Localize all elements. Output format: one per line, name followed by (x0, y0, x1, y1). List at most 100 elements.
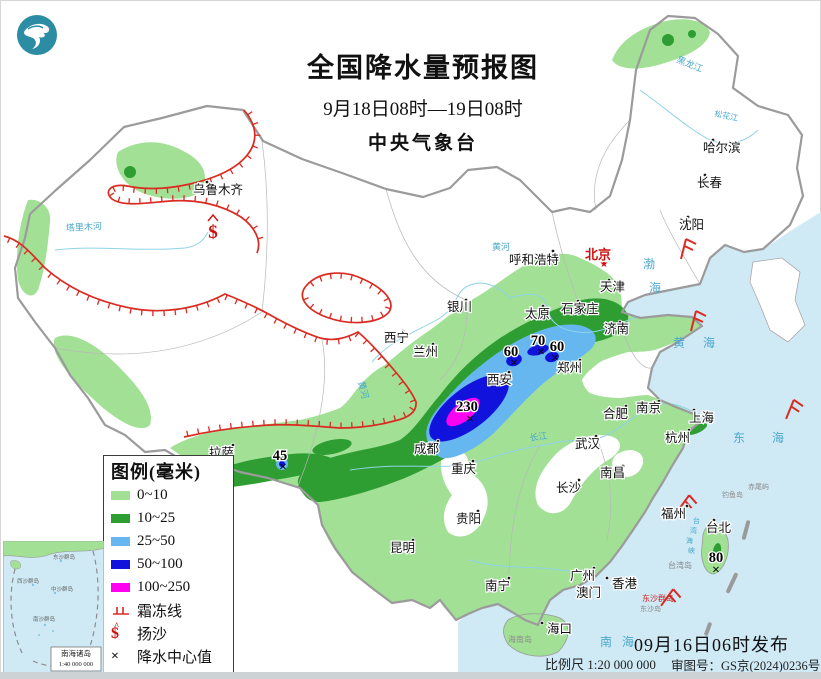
frost-line-tick (362, 339, 368, 345)
city-label: 海口 (547, 621, 572, 636)
legend-item: 0~10 (111, 484, 227, 507)
frost-line-tick (370, 347, 376, 353)
frost-line-tick (377, 355, 383, 361)
frost-line-tick (117, 196, 121, 203)
rain-area-west-tibet (53, 335, 151, 429)
frost-line-tick (23, 249, 29, 255)
city-dot (575, 298, 581, 304)
frost-line-tick (31, 257, 37, 263)
city-dot (685, 214, 691, 220)
korea-landmass (749, 257, 806, 343)
frost-line-tick (383, 297, 389, 302)
province-boundaries (54, 119, 701, 579)
sea-label: 海 (703, 335, 715, 350)
city-label: 石家庄 (561, 301, 599, 316)
map-small-label: 峡 (688, 546, 695, 555)
legend-color-swatch (111, 491, 133, 500)
frost-line-tick (380, 311, 384, 317)
forecast-period: 9月18日08时—19日08时 (323, 99, 523, 120)
frost-line-tick (207, 426, 211, 432)
frost-line-tick (247, 111, 253, 116)
city-label: 沈阳 (679, 217, 704, 232)
city-label: 合肥 (603, 406, 629, 421)
map-small-label: 赤尾屿 (748, 482, 769, 491)
publish-time: 09月16日06时发布 (634, 635, 789, 655)
city-label: 南京 (636, 400, 661, 415)
frost-line-tick (160, 196, 163, 202)
frost-line-tick (244, 303, 248, 309)
rain-area-100-250 (446, 397, 480, 427)
city-label: 广州 (570, 569, 595, 583)
frost-line-tick (229, 168, 234, 175)
frost-line-tick (361, 421, 364, 427)
frost-line-tick (109, 192, 115, 197)
hainan-island (503, 613, 569, 657)
legend-color-swatch (111, 583, 133, 592)
legend-item: 50~100 (111, 553, 227, 576)
frost-line-tick (402, 411, 407, 418)
map-small-label: 台 (693, 516, 700, 525)
frost-line-tick (209, 178, 213, 184)
frost-line-tick (393, 415, 396, 421)
city-dot (691, 407, 697, 413)
rain-spot-45-inner (279, 461, 285, 467)
city-dot (435, 438, 441, 444)
frost-line-tick (257, 236, 264, 240)
precip-center-value: 70 (531, 333, 546, 349)
capital-city-label: 北京 (585, 247, 611, 262)
city-dot (620, 463, 626, 469)
frost-line-tick (391, 372, 397, 377)
frost-line-tick (339, 315, 342, 322)
city-label: 重庆 (451, 461, 477, 476)
frost-line-tick (197, 428, 200, 435)
frost-line-tick (359, 278, 364, 285)
city-label: 香港 (612, 577, 638, 591)
frost-lines (3, 109, 417, 438)
legend-item: 10~25 (111, 507, 227, 530)
legend-title: 图例(毫米) (111, 462, 201, 482)
south-china-sea-inset: 南海诸岛 1:40 000 000 东沙群岛 西沙群岛 中沙群岛 南沙群岛 (2, 540, 105, 677)
sea-label: 渤 (643, 257, 655, 271)
map-small-label: 湾 (690, 526, 697, 535)
frost-line-tick (368, 283, 373, 289)
rain-area-50-100-c (527, 344, 549, 356)
city-dot (597, 584, 603, 590)
rain-area-west-border (16, 199, 51, 296)
city-label: 南昌 (600, 465, 625, 480)
map-small-label: 钓鱼岛 (722, 490, 743, 499)
frost-line-tick (329, 312, 333, 319)
city-dot (591, 565, 597, 571)
frost-line-tick (166, 187, 169, 194)
city-label: 乌鲁木齐 (193, 182, 244, 197)
city-dot (711, 517, 717, 523)
city-label: 兰州 (413, 345, 438, 359)
rain-spot-ne1 (662, 34, 674, 46)
city-label: 福州 (661, 506, 686, 521)
city-dot (576, 477, 582, 483)
city-dot (463, 297, 469, 303)
precip-center-value: 60 (504, 344, 519, 360)
frost-line-tick (199, 181, 202, 188)
precip-center-value: 80 (709, 550, 724, 566)
frost-line-tick (118, 305, 122, 312)
city-dot (577, 357, 583, 363)
frost-line-tick (76, 290, 80, 297)
city-label: 成都 (414, 442, 440, 456)
map-scale: 比例尺 1:20 000 000 (545, 657, 656, 672)
frost-line-tick (404, 389, 411, 394)
legend-items: 0~10 10~25 25~50 50~100 100~250 霜冻线 ^ $ 扬沙 × 降水中心值 (111, 484, 227, 668)
frost-line-tick (348, 335, 352, 342)
frost-line-tick (382, 417, 386, 424)
legend-color-swatch (111, 560, 133, 569)
frost-line-tick (229, 423, 232, 429)
frost-line-tick (377, 289, 382, 295)
inset-scale: 1:40 000 000 (59, 661, 93, 668)
frost-line-tick (303, 332, 307, 339)
frost-line-tick (246, 154, 252, 160)
inset-label: 东沙群岛 (53, 553, 76, 561)
frost-line-tick (215, 200, 219, 207)
precip-center-value: 230 (456, 399, 478, 415)
